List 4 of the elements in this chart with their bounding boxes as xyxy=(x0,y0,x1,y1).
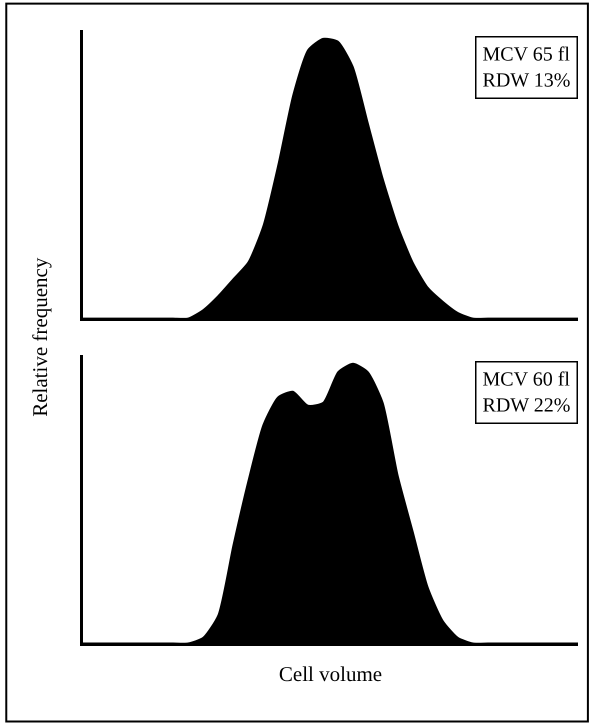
annotation: MCV 65 fl RDW 13% xyxy=(482,44,570,92)
annotation: MCV 60 fl RDW 22% xyxy=(482,368,570,416)
y-axis-title: Relative frequency xyxy=(28,257,52,417)
x-axis-title: Cell volume xyxy=(278,662,382,686)
